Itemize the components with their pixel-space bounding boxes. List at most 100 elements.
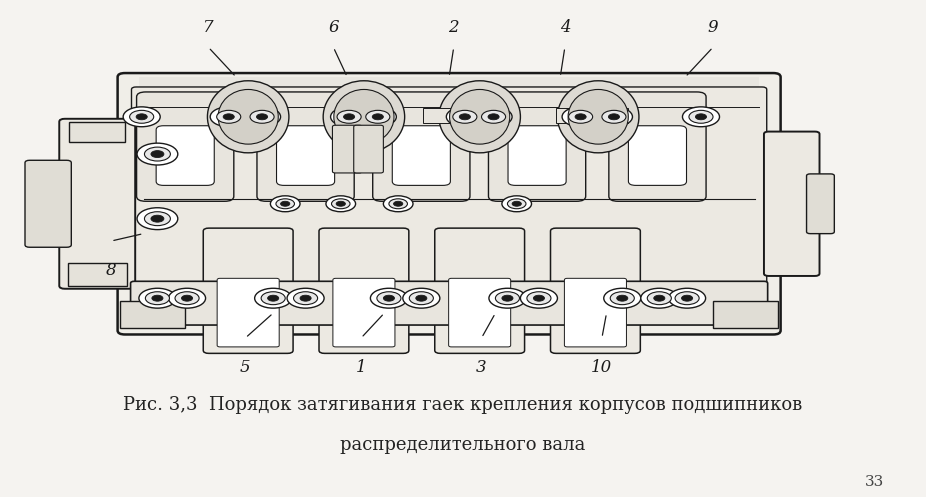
FancyBboxPatch shape <box>218 278 280 347</box>
Circle shape <box>502 196 532 212</box>
Circle shape <box>287 288 324 308</box>
Circle shape <box>610 292 634 305</box>
Circle shape <box>123 107 160 127</box>
Circle shape <box>502 295 513 301</box>
Circle shape <box>244 107 281 127</box>
FancyBboxPatch shape <box>489 92 585 201</box>
FancyBboxPatch shape <box>131 281 768 325</box>
Circle shape <box>675 292 699 305</box>
Circle shape <box>682 295 693 301</box>
Circle shape <box>332 199 350 209</box>
FancyBboxPatch shape <box>764 132 820 276</box>
Circle shape <box>512 201 521 206</box>
Circle shape <box>144 147 170 161</box>
Ellipse shape <box>219 89 279 144</box>
Circle shape <box>575 114 586 120</box>
Circle shape <box>359 107 396 127</box>
Circle shape <box>617 295 628 301</box>
Circle shape <box>169 288 206 308</box>
Circle shape <box>270 196 300 212</box>
Text: распределительного вала: распределительного вала <box>341 436 585 454</box>
Bar <box>139 77 759 89</box>
FancyBboxPatch shape <box>333 278 395 347</box>
Bar <box>69 122 125 142</box>
Circle shape <box>372 114 383 120</box>
Circle shape <box>689 110 713 123</box>
FancyBboxPatch shape <box>551 228 641 353</box>
FancyBboxPatch shape <box>565 278 627 347</box>
Circle shape <box>608 114 619 120</box>
Text: 9: 9 <box>707 19 719 36</box>
Circle shape <box>276 199 294 209</box>
Circle shape <box>250 110 274 123</box>
Circle shape <box>130 110 154 123</box>
Circle shape <box>344 114 355 120</box>
FancyBboxPatch shape <box>629 126 686 185</box>
Circle shape <box>507 199 526 209</box>
Bar <box>423 108 457 123</box>
Circle shape <box>336 201 345 206</box>
Text: 10: 10 <box>592 359 612 376</box>
Text: Рис. 3,3  Порядок затягивания гаек крепления корпусов подшипников: Рис. 3,3 Порядок затягивания гаек крепле… <box>123 396 803 414</box>
Circle shape <box>475 107 512 127</box>
Circle shape <box>151 215 164 222</box>
Circle shape <box>389 199 407 209</box>
Ellipse shape <box>569 89 629 144</box>
Ellipse shape <box>333 89 394 144</box>
Circle shape <box>300 295 311 301</box>
Circle shape <box>595 107 632 127</box>
Text: 7: 7 <box>203 19 214 36</box>
FancyBboxPatch shape <box>204 228 293 353</box>
Circle shape <box>654 295 665 301</box>
Ellipse shape <box>439 81 520 153</box>
Circle shape <box>137 143 178 165</box>
FancyBboxPatch shape <box>137 92 233 201</box>
Circle shape <box>175 292 199 305</box>
Circle shape <box>383 295 394 301</box>
FancyBboxPatch shape <box>332 125 362 173</box>
Circle shape <box>495 292 519 305</box>
Bar <box>556 108 589 123</box>
Ellipse shape <box>450 89 510 144</box>
Circle shape <box>489 288 526 308</box>
FancyBboxPatch shape <box>25 160 71 247</box>
FancyBboxPatch shape <box>156 126 214 185</box>
FancyBboxPatch shape <box>435 228 524 353</box>
FancyBboxPatch shape <box>373 92 470 201</box>
Text: 6: 6 <box>328 19 339 36</box>
Circle shape <box>152 295 163 301</box>
Circle shape <box>527 292 551 305</box>
Circle shape <box>383 196 413 212</box>
Circle shape <box>520 288 557 308</box>
Text: 5: 5 <box>240 359 251 376</box>
Circle shape <box>453 110 477 123</box>
Circle shape <box>488 114 499 120</box>
Circle shape <box>217 110 241 123</box>
FancyBboxPatch shape <box>319 228 409 353</box>
Circle shape <box>257 114 268 120</box>
Circle shape <box>331 107 368 127</box>
Circle shape <box>137 208 178 230</box>
Circle shape <box>370 288 407 308</box>
Circle shape <box>647 292 671 305</box>
FancyBboxPatch shape <box>609 92 706 201</box>
Text: 33: 33 <box>865 475 884 489</box>
Circle shape <box>459 114 470 120</box>
FancyBboxPatch shape <box>508 126 566 185</box>
Bar <box>68 263 127 286</box>
Circle shape <box>144 212 170 226</box>
Circle shape <box>482 110 506 123</box>
Circle shape <box>294 292 318 305</box>
Circle shape <box>281 201 290 206</box>
Circle shape <box>268 295 279 301</box>
Circle shape <box>569 110 593 123</box>
Circle shape <box>326 196 356 212</box>
Circle shape <box>139 288 176 308</box>
Circle shape <box>533 295 544 301</box>
Circle shape <box>604 288 641 308</box>
FancyBboxPatch shape <box>449 278 511 347</box>
Circle shape <box>695 114 707 120</box>
Circle shape <box>641 288 678 308</box>
Circle shape <box>210 107 247 127</box>
Circle shape <box>181 295 193 301</box>
